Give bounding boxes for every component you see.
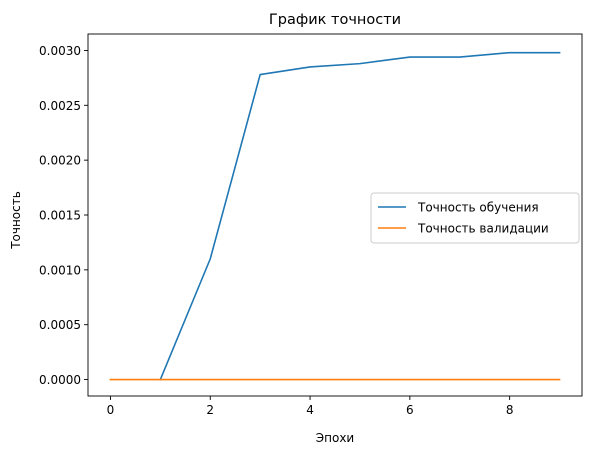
series-line-1 xyxy=(159,51,561,381)
x-tick-label: 0 xyxy=(107,403,115,417)
y-tick-label: 0.0005 xyxy=(39,318,81,332)
y-tick-label: 0.0010 xyxy=(39,263,81,277)
y-tick-label: 0.0000 xyxy=(39,373,81,387)
legend-box xyxy=(370,192,580,244)
y-tick-label: 0.0025 xyxy=(39,99,81,113)
x-tick-label: 6 xyxy=(406,403,414,417)
x-axis-label: Эпохи xyxy=(316,431,354,445)
y-tick-label: 0.0015 xyxy=(39,209,81,223)
legend-label-2: Точность валидации xyxy=(417,222,549,236)
y-axis-label: Точность xyxy=(9,191,23,250)
legend-label-1: Точность обучения xyxy=(417,201,539,215)
plot-area: 0 2 4 6 8 0.0000 0.0005 0.0010 0.0015 0.0020 0.002… xyxy=(39,33,583,417)
x-tick-label: 2 xyxy=(206,403,214,417)
x-tick-label: 8 xyxy=(506,403,514,417)
chart-title: График точности xyxy=(269,12,401,28)
x-tick-label: 4 xyxy=(306,403,314,417)
y-tick-label: 0.0030 xyxy=(39,44,81,58)
y-tick-label: 0.0020 xyxy=(39,154,81,168)
